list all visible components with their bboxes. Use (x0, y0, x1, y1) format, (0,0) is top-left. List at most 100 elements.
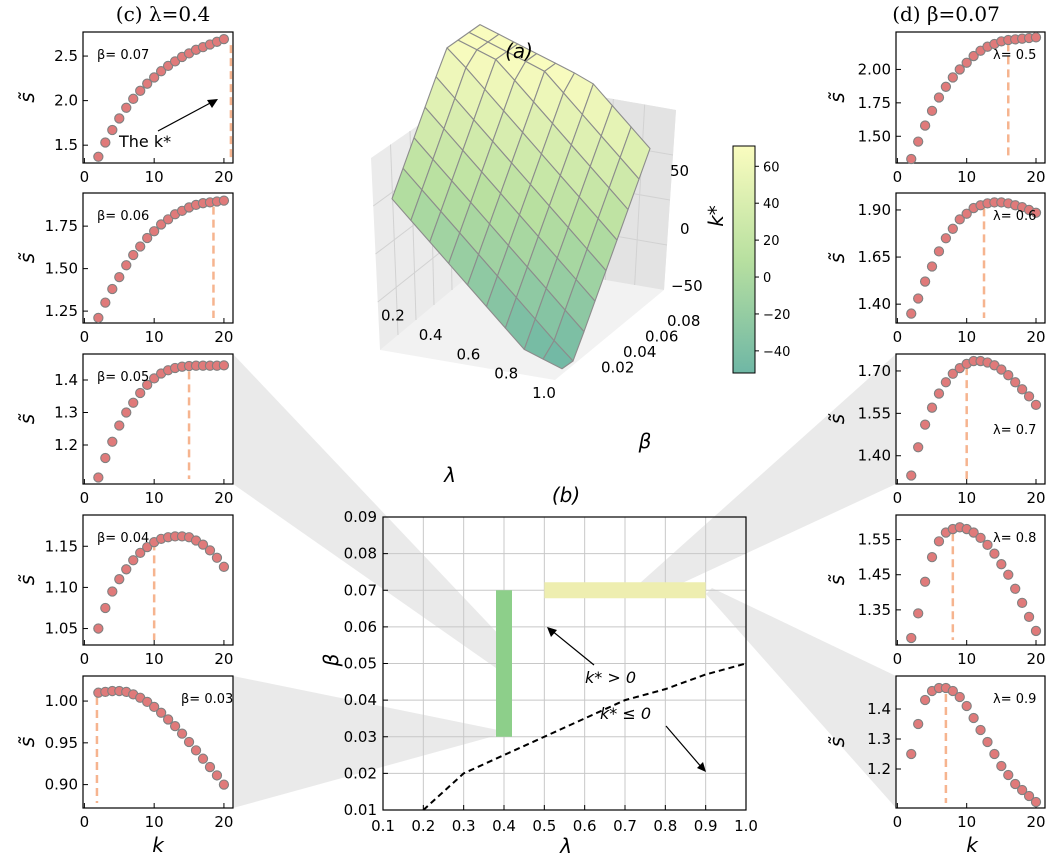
data-point (100, 137, 111, 148)
y-tick-label: 2.5 (54, 47, 78, 65)
subplot-d1: 0 10 20 1.50 1.75 2.00 λ= 0.5 s̃ (825, 31, 1046, 186)
data-point (968, 50, 979, 62)
y-tick-label: 0.01 (344, 801, 377, 819)
x-tick-label: 20 (1026, 813, 1045, 831)
subplot-c2: 0 10 20 1.25 1.50 1.75 β= 0.06 s̃ (15, 192, 234, 346)
series-label: β= 0.03 (181, 692, 233, 707)
series-label: β= 0.05 (97, 370, 149, 385)
data-point (135, 547, 146, 558)
data-point (100, 452, 111, 464)
arrow-k-nonpositive (665, 725, 704, 770)
data-point (1030, 32, 1042, 43)
z-tick-label: 0 (680, 220, 690, 238)
data-point (114, 113, 125, 124)
x-tick-label: 20 (1026, 489, 1045, 507)
panel-b-title: (b) (552, 483, 580, 507)
x-tick-label: 10 (957, 489, 976, 507)
x-tick-label: 20 (1026, 328, 1045, 346)
data-point (204, 545, 216, 556)
y-tick-label: 1.75 (45, 217, 78, 235)
x-tick-label: 20 (214, 168, 233, 186)
x-tick-label: 10 (145, 813, 164, 831)
axes-frame (82, 353, 234, 485)
series-label: β= 0.06 (97, 209, 149, 224)
x-tick-label: 0.7 (613, 817, 637, 835)
x-tick-label: 0 (893, 328, 903, 346)
y-tick-label: 0.07 (344, 581, 377, 599)
panel-b-phase-diagram: 0.1 0.2 0.3 0.4 0.5 0.6 0.7 0.8 0.9 1.0 0.01 0.02 0.… (319, 483, 758, 858)
data-point (149, 226, 160, 237)
data-point (1003, 569, 1014, 580)
data-point (1010, 583, 1021, 594)
colorbar (732, 145, 756, 374)
data-point (93, 151, 104, 162)
yellow-region (544, 582, 706, 599)
axes-frame (895, 675, 1046, 809)
x-tick-label: 20 (214, 813, 233, 831)
y-tick-label: 1.50 (45, 260, 78, 278)
data-point (114, 574, 125, 585)
data-point (135, 85, 146, 96)
x-tick-label: 1.0 (734, 817, 758, 835)
x-tick-label: 0.8 (653, 817, 677, 835)
x-tick-label: 0.2 (381, 307, 405, 325)
data-point (933, 388, 945, 399)
data-point (906, 153, 917, 165)
zoom-wedge (233, 354, 504, 668)
y-tick-label: 1.70 (858, 362, 891, 380)
panel-a-x-label: λ (443, 463, 456, 487)
y-tick-label: 1.35 (858, 601, 891, 619)
data-point (100, 297, 111, 308)
axes-frame (895, 192, 1046, 324)
x-tick-label: 0.2 (411, 817, 435, 835)
data-point (919, 276, 931, 287)
y-axis-label: s̃ (825, 91, 849, 102)
data-point (218, 33, 230, 45)
subplot-d5: 0 10 20 1.2 1.3 1.4 λ= 0.9 s̃ (825, 675, 1046, 831)
x-tick-label: 10 (145, 168, 164, 186)
data-point (940, 81, 952, 92)
y-axis-label: s̃ (15, 91, 39, 102)
data-point (93, 312, 104, 324)
series-label: β= 0.04 (97, 531, 149, 546)
y-axis-label: s̃ (15, 574, 39, 585)
y-tick-label: 2.0 (54, 92, 78, 110)
data-point (906, 470, 917, 481)
series-label: β= 0.07 (97, 48, 149, 63)
data-point (968, 712, 979, 724)
data-point (128, 249, 139, 261)
data-point (155, 219, 167, 230)
axes-frame (895, 31, 1046, 164)
data-point (218, 561, 230, 572)
x-tick-label: 0.4 (492, 817, 516, 835)
y-tick-label: 0.05 (344, 655, 377, 673)
subplot-c3: 0 10 20 1.2 1.3 1.4 β= 0.05 s̃ (15, 353, 234, 507)
colorbar-tick-label: −40 (763, 345, 790, 360)
panel-a-y-label: β (638, 429, 652, 453)
x-tick-label: 0 (80, 328, 90, 346)
x-tick-label: 0.3 (452, 817, 476, 835)
data-point (919, 419, 931, 430)
data-point (906, 748, 917, 760)
x-tick-label: 0.9 (694, 817, 718, 835)
x-tick-label: 10 (145, 328, 164, 346)
data-point (1030, 796, 1042, 808)
data-point (1016, 784, 1028, 796)
x-tick-label: 1.0 (532, 384, 556, 402)
data-point (135, 241, 146, 252)
data-point (211, 770, 223, 781)
panel-b-y-label: β (319, 653, 343, 667)
y-tick-label: 1.3 (54, 404, 78, 422)
data-point (933, 536, 945, 547)
y-tick-label: 0.06 (344, 618, 377, 636)
y-tick-label: 1.10 (45, 578, 78, 596)
x-tick-label: 0.1 (371, 817, 395, 835)
data-point (1016, 384, 1028, 395)
y-tick-label: 1.40 (858, 295, 891, 313)
data-point (128, 555, 139, 566)
y-tick-label: 1.05 (45, 620, 78, 638)
data-point (926, 105, 938, 117)
data-point (135, 387, 146, 399)
data-point (155, 707, 167, 718)
